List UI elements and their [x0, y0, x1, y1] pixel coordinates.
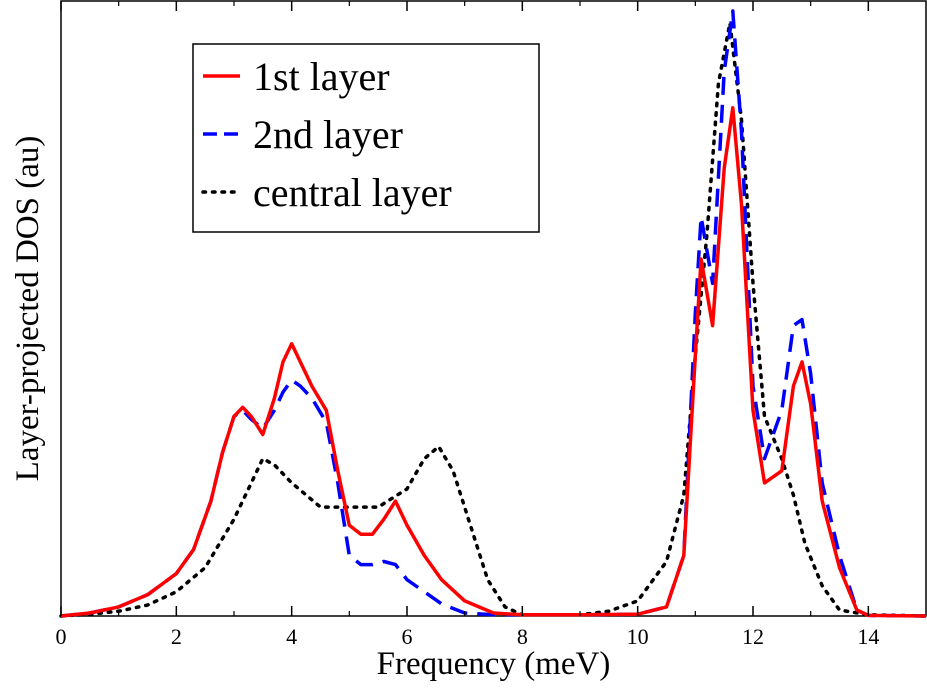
x-tick-label: 6: [402, 624, 413, 649]
legend-label-1st-layer: 1st layer: [253, 54, 390, 99]
legend-label-2nd-layer: 2nd layer: [253, 112, 403, 157]
legend-box: [192, 43, 540, 233]
x-axis-title: Frequency (meV): [377, 646, 611, 682]
legend: 1st layer 2nd layer central layer: [192, 43, 540, 233]
y-axis-title: Layer-projected DOS (au): [10, 136, 46, 482]
x-tick-label: 8: [517, 624, 528, 649]
series-line-1st-layer: [60, 106, 927, 618]
x-tick-label: 12: [742, 624, 764, 649]
x-tick-label: 4: [286, 624, 297, 649]
x-tick-label: 0: [56, 624, 67, 649]
series-line-central-layer: [59, 21, 927, 618]
x-tick-label: 10: [627, 624, 649, 649]
x-tick-label: 2: [171, 624, 182, 649]
x-tick-label: 14: [857, 624, 879, 649]
legend-label-central-layer: central layer: [253, 170, 452, 215]
